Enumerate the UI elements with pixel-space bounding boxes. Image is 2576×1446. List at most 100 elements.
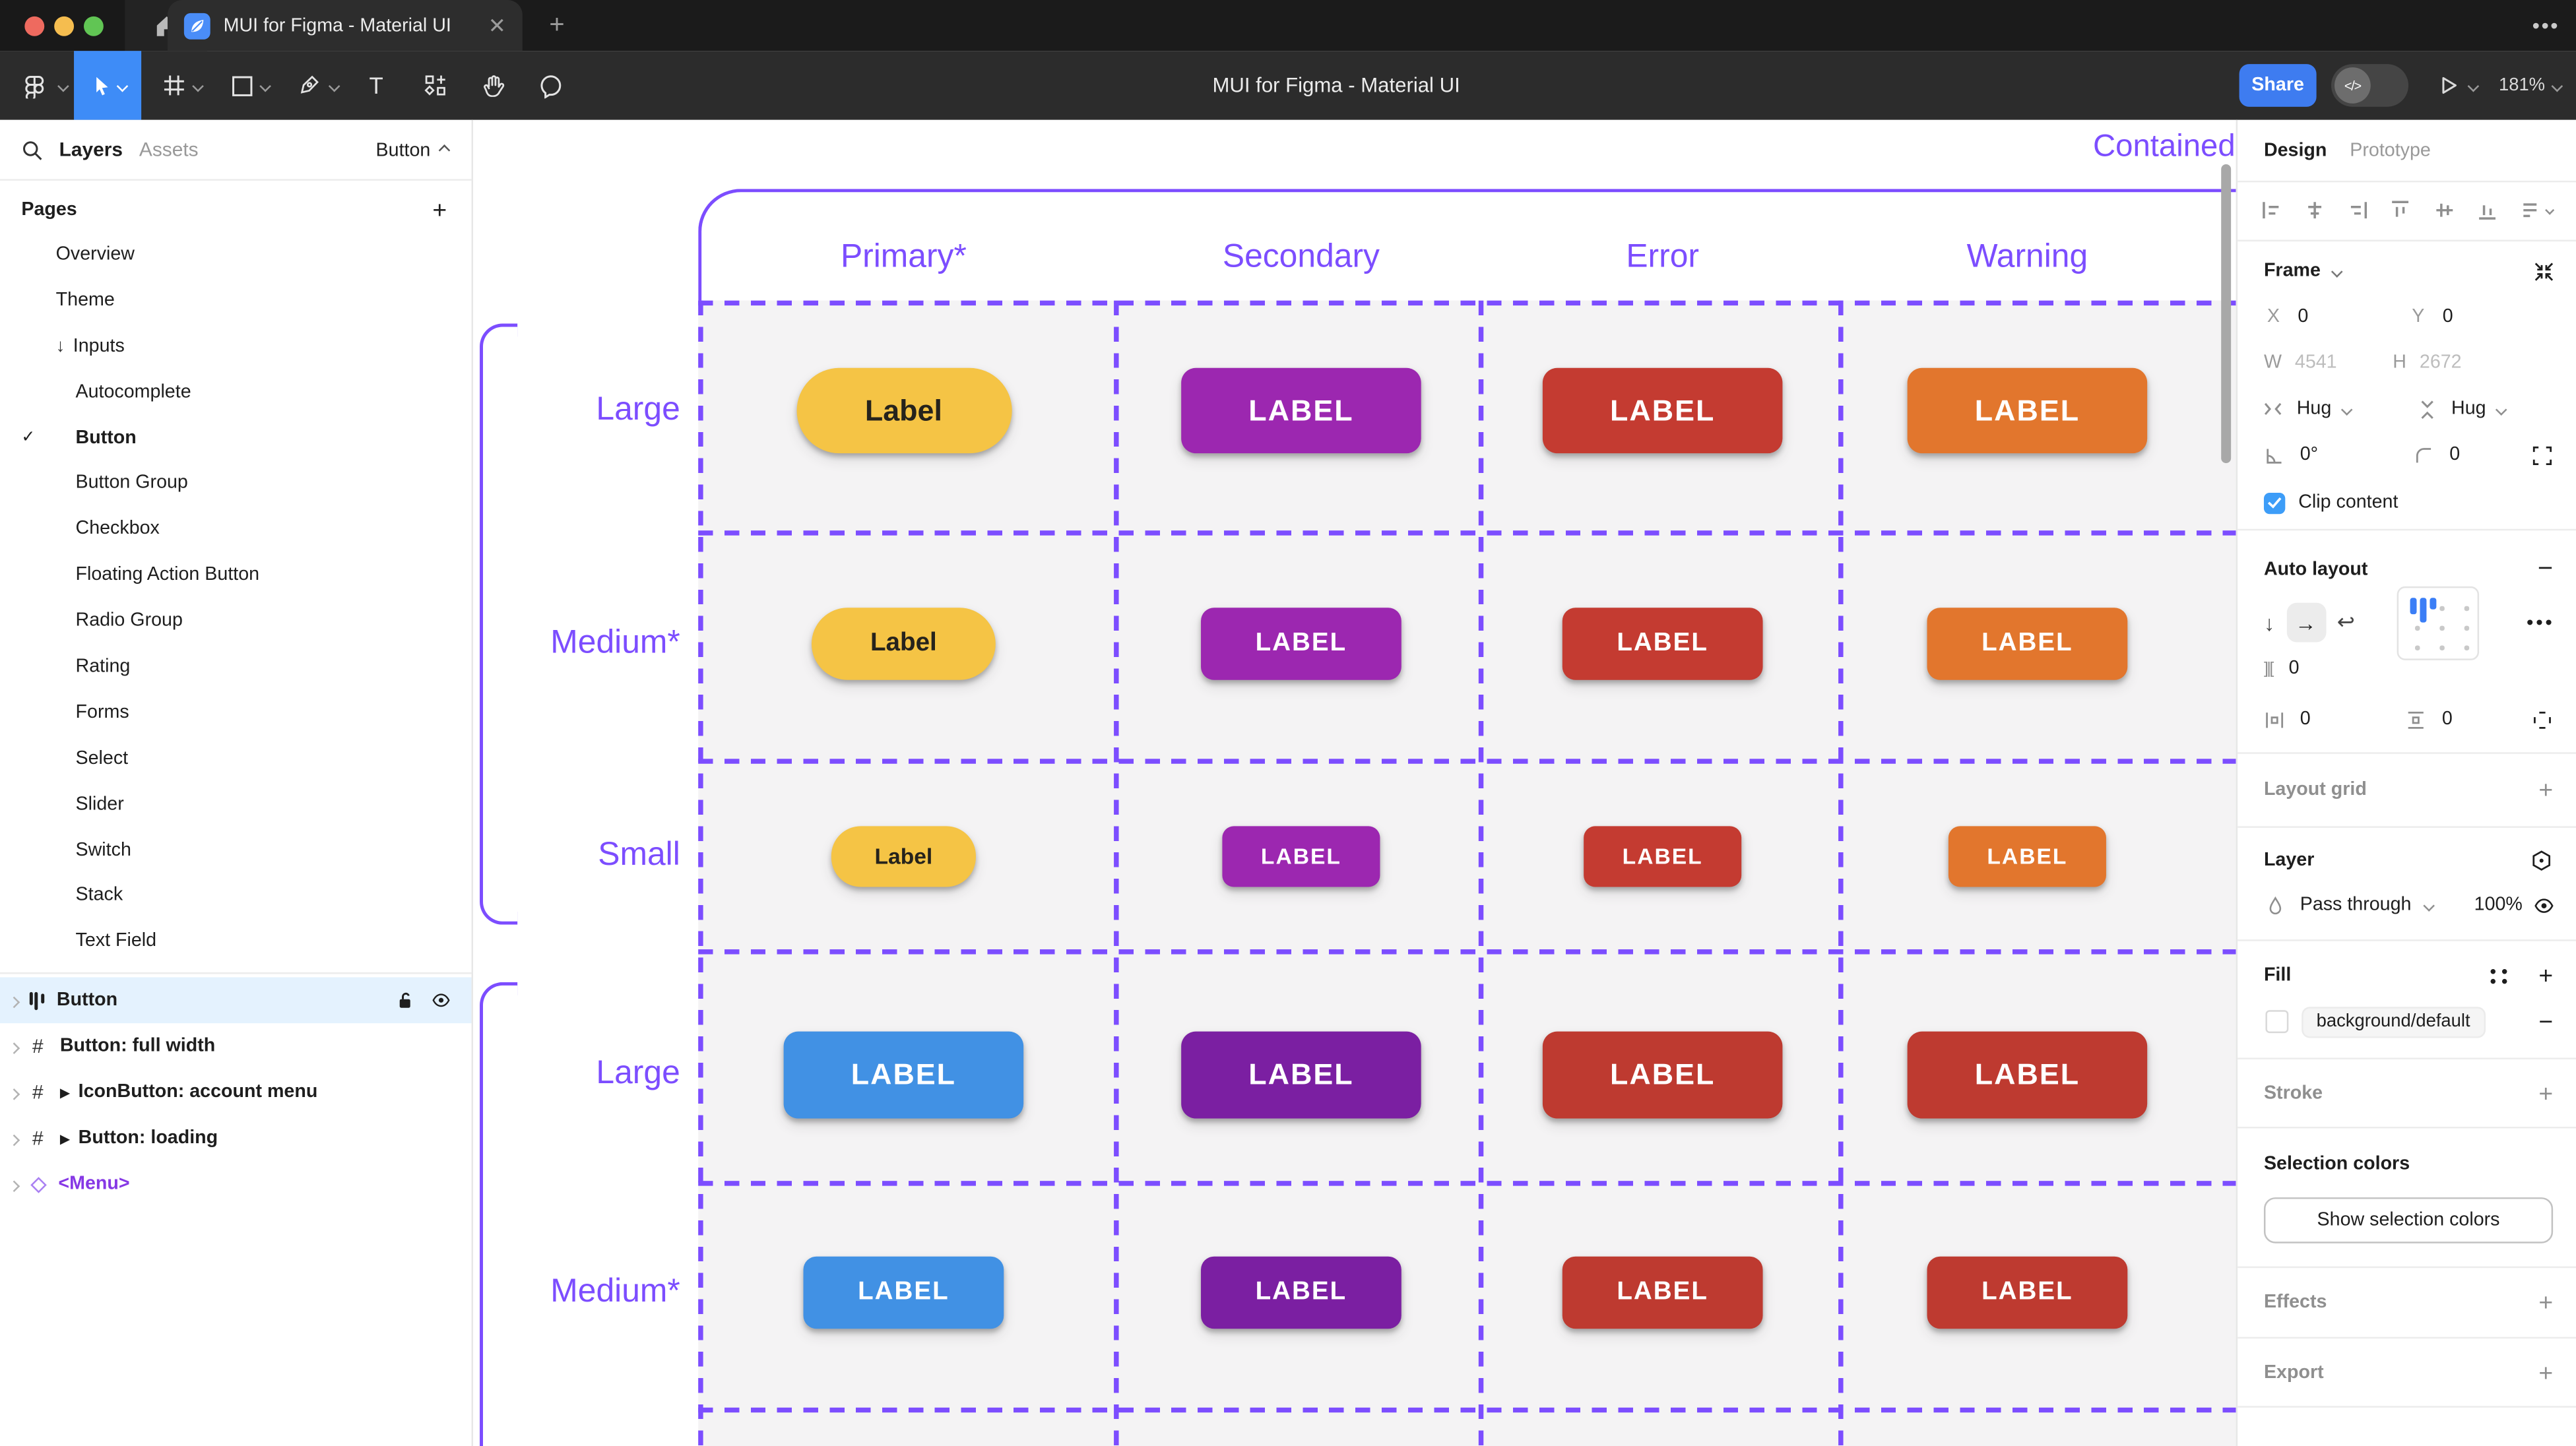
independent-corners-icon[interactable] [2532, 444, 2553, 465]
sidebar-page-select[interactable]: Select [0, 736, 472, 781]
hug-vertical-value[interactable]: Hug [2451, 399, 2486, 419]
dev-mode-toggle[interactable]: </> [2331, 64, 2409, 107]
canvas-button-secondary-r4[interactable]: LABEL [1201, 1256, 1401, 1329]
frame-type-chevron-icon[interactable] [2330, 265, 2342, 277]
alignment-matrix[interactable] [2397, 586, 2480, 660]
add-export-button[interactable]: + [2538, 1359, 2554, 1387]
sidebar-page-text-field[interactable]: Text Field [0, 919, 472, 964]
add-page-button[interactable]: + [432, 196, 447, 224]
corner-radius-input[interactable]: 0 [2449, 445, 2461, 465]
align-horizontal-center-icon[interactable] [2303, 199, 2327, 222]
sidebar-page-autocomplete[interactable]: Autocomplete [0, 369, 472, 414]
menu-chevron-icon[interactable] [54, 51, 71, 120]
canvas-button-warning-r4[interactable]: LABEL [1927, 1256, 2128, 1329]
canvas-button-primary-r4[interactable]: LABEL [803, 1256, 1004, 1329]
tab-layers[interactable]: Layers [59, 138, 123, 162]
expand-chevron-icon[interactable] [8, 990, 19, 1010]
blend-mode-icon[interactable] [2530, 849, 2553, 872]
rotation-input[interactable]: 0° [2300, 445, 2319, 465]
vertical-padding-input[interactable]: 0 [2441, 709, 2453, 730]
canvas-button-error-r2[interactable]: LABEL [1584, 825, 1742, 887]
minimize-window-icon[interactable] [54, 15, 75, 36]
file-title[interactable]: MUI for Figma - Material UI [1212, 74, 1460, 97]
design-canvas[interactable]: Contained Primary* Secondary Error Warning … [473, 119, 2236, 1446]
shape-tool[interactable] [227, 51, 257, 120]
expand-chevron-icon[interactable] [8, 1174, 19, 1194]
canvas-button-error-r4[interactable]: LABEL [1562, 1256, 1763, 1329]
align-bottom-icon[interactable] [2476, 199, 2499, 222]
wrap-icon[interactable]: ↩ [2336, 609, 2355, 635]
w-input[interactable]: 4541 [2294, 353, 2337, 373]
align-top-icon[interactable] [2389, 199, 2412, 222]
sidebar-page-forms[interactable]: Forms [0, 689, 472, 735]
y-input[interactable]: 0 [2442, 307, 2453, 327]
file-tab[interactable]: MUI for Figma - Material UI ✕ [167, 0, 523, 51]
sidebar-page-theme[interactable]: Theme [0, 278, 472, 323]
current-page-indicator[interactable]: Button [376, 120, 451, 181]
canvas-button-secondary-r1[interactable]: LABEL [1201, 608, 1401, 680]
canvas-button-secondary-r2[interactable]: LABEL [1222, 825, 1380, 887]
close-window-icon[interactable] [24, 15, 45, 36]
new-tab-button[interactable]: + [549, 11, 565, 39]
play-chevron-icon[interactable] [2467, 79, 2480, 92]
sidebar-page-floating-action-button[interactable]: Floating Action Button [0, 552, 472, 598]
canvas-button-primary-r2[interactable]: Label [831, 825, 976, 887]
tab-assets[interactable]: Assets [139, 138, 199, 162]
search-icon[interactable] [21, 139, 42, 160]
share-button[interactable]: Share [2239, 64, 2317, 107]
tab-close-icon[interactable]: ✕ [488, 13, 506, 38]
canvas-button-error-r3[interactable]: LABEL [1542, 1030, 1783, 1118]
text-tool[interactable]: T [362, 51, 391, 120]
fill-style-chip[interactable]: background/default [2302, 1006, 2486, 1038]
tab-prototype[interactable]: Prototype [2350, 140, 2431, 160]
x-input[interactable]: 0 [2298, 307, 2309, 327]
align-right-icon[interactable] [2346, 199, 2369, 222]
comment-tool[interactable] [534, 51, 567, 120]
canvas-button-warning-r3[interactable]: LABEL [1907, 1030, 2148, 1118]
hug-horizontal-value[interactable]: Hug [2296, 399, 2332, 419]
layer-row-button[interactable]: Button [0, 977, 472, 1024]
add-layout-grid-button[interactable]: + [2538, 776, 2554, 804]
canvas-button-secondary-r3[interactable]: LABEL [1181, 1030, 1421, 1118]
zoom-menu[interactable]: 181% [2499, 51, 2563, 120]
independent-padding-icon[interactable] [2532, 708, 2553, 730]
pen-tool-chevron-icon[interactable] [325, 51, 342, 120]
remove-fill-button[interactable]: − [2538, 1007, 2554, 1036]
clip-content-checkbox[interactable] [2263, 491, 2286, 514]
sidebar-page-rating[interactable]: Rating [0, 644, 472, 689]
align-left-icon[interactable] [2261, 199, 2284, 222]
sidebar-page-inputs[interactable]: ↓ Inputs [0, 323, 472, 369]
canvas-button-primary-r1[interactable]: Label [811, 608, 996, 680]
frame-tool[interactable] [158, 51, 191, 120]
sidebar-page-button-group[interactable]: Button Group [0, 460, 472, 506]
window-more-icon[interactable]: ••• [2532, 13, 2560, 38]
sidebar-page-button[interactable]: ✓ Button [0, 415, 472, 460]
main-menu-button[interactable] [10, 51, 59, 120]
direction-horizontal-selected[interactable]: → [2286, 602, 2326, 643]
expand-chevron-icon[interactable] [8, 1083, 19, 1102]
expand-chevron-icon[interactable] [8, 1036, 19, 1056]
move-tool-selected[interactable] [74, 51, 142, 120]
frame-tool-chevron-icon[interactable] [189, 51, 205, 120]
horizontal-padding-input[interactable]: 0 [2300, 709, 2311, 730]
opacity-input[interactable]: 100% [2474, 895, 2523, 915]
sidebar-page-radio-group[interactable]: Radio Group [0, 598, 472, 644]
layer-row-iconbutton-account-menu[interactable]: # ▶ IconButton: account menu [0, 1069, 472, 1116]
tab-design[interactable]: Design [2263, 140, 2327, 160]
pen-tool[interactable] [292, 51, 325, 120]
distribute-menu[interactable] [2519, 199, 2555, 222]
canvas-button-primary-r0[interactable]: Label [796, 367, 1012, 454]
canvas-button-primary-r3[interactable]: LABEL [783, 1030, 1024, 1118]
resources-tool[interactable] [419, 51, 452, 120]
shape-tool-chevron-icon[interactable] [256, 51, 273, 120]
layer-row-button-full-width[interactable]: # Button: full width [0, 1023, 472, 1069]
canvas-button-secondary-r0[interactable]: LABEL [1181, 367, 1421, 454]
blend-mode-select[interactable]: Pass through [2300, 895, 2412, 915]
layer-row-button-loading[interactable]: # ▶ Button: loading [0, 1116, 472, 1162]
fill-styles-icon[interactable] [2490, 968, 2509, 984]
hand-tool[interactable] [476, 51, 509, 120]
fill-color-swatch[interactable] [2265, 1010, 2289, 1034]
visibility-eye-icon[interactable] [2532, 895, 2556, 916]
canvas-scrollbar[interactable] [2221, 164, 2230, 464]
add-fill-button[interactable]: + [2538, 961, 2554, 990]
